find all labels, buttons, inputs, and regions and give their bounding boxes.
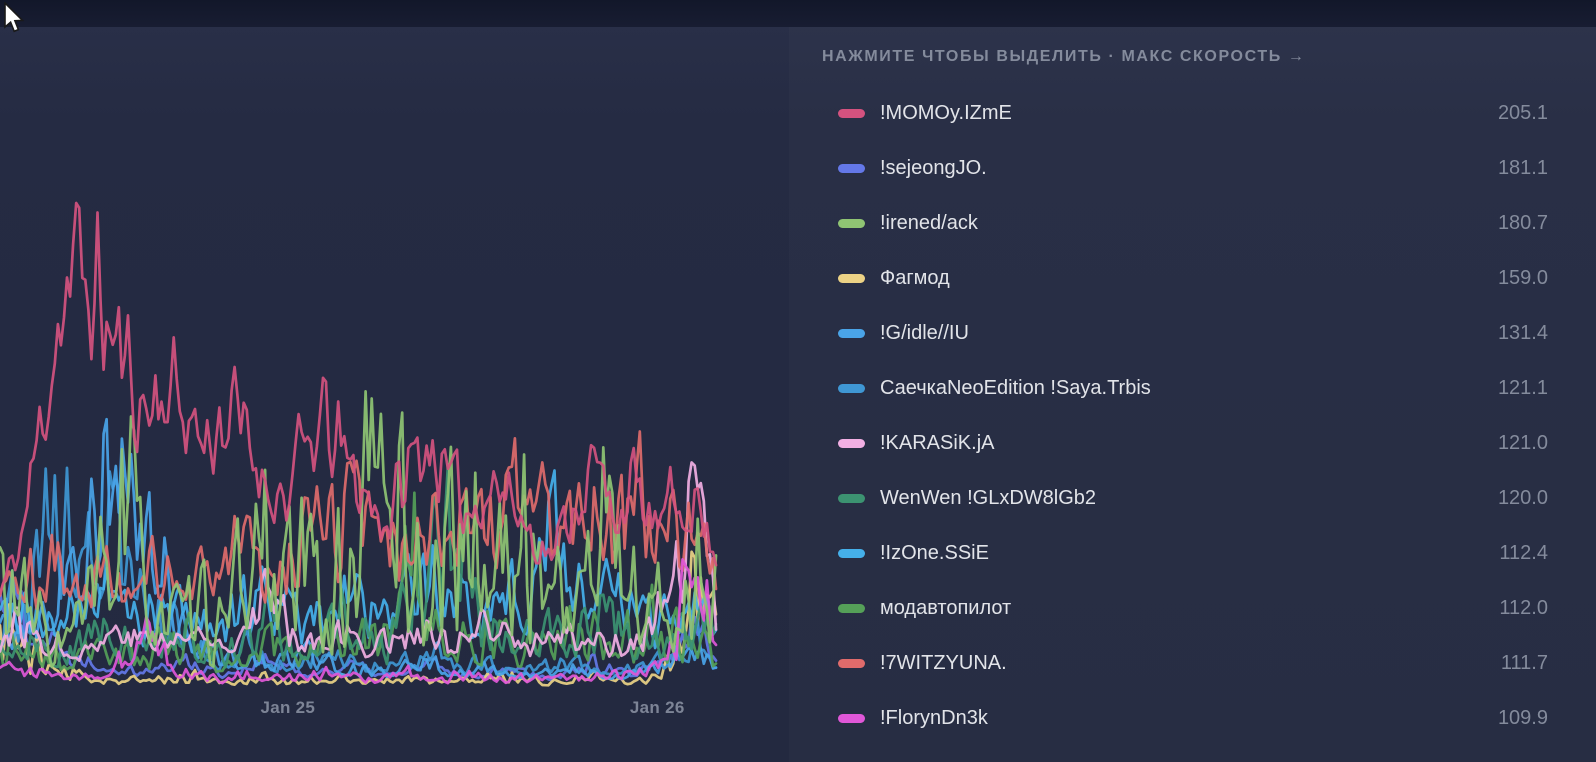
series-color-swatch xyxy=(838,549,865,558)
legend-item[interactable]: !G/idle//IU 131.4 xyxy=(789,306,1596,361)
speed-chart[interactable] xyxy=(0,27,718,695)
series-max-value: 121.1 xyxy=(1497,377,1548,399)
legend-item[interactable]: !sejeongJO. 181.1 xyxy=(789,141,1596,196)
series-max-value: 159.0 xyxy=(1497,267,1548,289)
series-name: СаечкаNeoEdition !Saya.Trbis xyxy=(880,377,1151,399)
legend-item[interactable]: !7WITZYUNA. 111.7 xyxy=(789,636,1596,691)
legend-item[interactable]: !IzOne.SSiE 112.4 xyxy=(789,526,1596,581)
x-axis-tick-label: Jan 26 xyxy=(629,698,685,717)
series-color-swatch xyxy=(838,164,865,173)
chart-x-axis: Jan 25 Jan 26 xyxy=(0,698,760,724)
series-max-value: 181.1 xyxy=(1497,157,1548,179)
series-max-value: 112.0 xyxy=(1499,597,1548,619)
series-max-value: 112.4 xyxy=(1499,542,1548,564)
series-color-swatch xyxy=(838,274,865,283)
series-max-value: 180.7 xyxy=(1497,212,1548,234)
series-name: !G/idle//IU xyxy=(880,322,969,344)
legend-item[interactable]: !irened/ack 180.7 xyxy=(789,196,1596,251)
series-color-swatch xyxy=(838,659,865,668)
legend-item[interactable]: модавтопилот 112.0 xyxy=(789,581,1596,636)
legend-item[interactable]: !FlorynDn3k 109.9 xyxy=(789,691,1596,746)
legend-item[interactable]: СаечкаNeoEdition !Saya.Trbis 121.1 xyxy=(789,361,1596,416)
series-color-swatch xyxy=(838,384,865,393)
legend-hint-header: НАЖМИТЕ ЧТОБЫ ВЫДЕЛИТЬ · МАКС СКОРОСТЬ → xyxy=(822,48,1306,65)
x-axis-tick-label: Jan 25 xyxy=(260,698,316,717)
series-color-swatch xyxy=(838,439,865,448)
chart-line xyxy=(0,461,718,663)
window-top-bar xyxy=(0,0,1596,27)
series-max-value: 205.1 xyxy=(1497,102,1548,124)
series-name: модавтопилот xyxy=(880,597,1012,619)
series-name: WenWen !GLxDW8lGb2 xyxy=(880,487,1097,509)
chart-line xyxy=(0,201,718,595)
series-name: !IzOne.SSiE xyxy=(880,542,989,564)
series-max-value: 109.9 xyxy=(1497,707,1548,729)
legend-list: !MOMOy.IZmE 205.1 !sejeongJO. 181.1 !irened/… xyxy=(789,86,1596,746)
series-max-value: 111.7 xyxy=(1500,652,1548,674)
chart-line xyxy=(0,430,718,611)
series-name: !sejeongJO. xyxy=(880,157,987,179)
series-color-swatch xyxy=(838,219,865,228)
series-color-swatch xyxy=(838,604,865,613)
series-max-value: 131.4 xyxy=(1497,322,1548,344)
legend-panel: НАЖМИТЕ ЧТОБЫ ВЫДЕЛИТЬ · МАКС СКОРОСТЬ →… xyxy=(789,27,1596,762)
legend-item[interactable]: Фагмод 159.0 xyxy=(789,251,1596,306)
series-name: !FlorynDn3k xyxy=(880,707,988,729)
series-color-swatch xyxy=(838,494,865,503)
series-name: !7WITZYUNA. xyxy=(880,652,1007,674)
series-name: Фагмод xyxy=(880,267,950,289)
series-name: !KARASiK.jA xyxy=(880,432,995,454)
series-max-value: 121.0 xyxy=(1497,432,1548,454)
legend-item[interactable]: WenWen !GLxDW8lGb2 120.0 xyxy=(789,471,1596,526)
series-name: !irened/ack xyxy=(880,212,978,234)
legend-item[interactable]: !MOMOy.IZmE 205.1 xyxy=(789,86,1596,141)
series-name: !MOMOy.IZmE xyxy=(880,102,1012,124)
chart-line xyxy=(0,558,718,685)
series-color-swatch xyxy=(838,329,865,338)
chart-line xyxy=(0,390,718,669)
legend-item[interactable]: !KARASiK.jA 121.0 xyxy=(789,416,1596,471)
series-color-swatch xyxy=(838,109,865,118)
series-color-swatch xyxy=(838,714,865,723)
series-max-value: 120.0 xyxy=(1497,487,1548,509)
